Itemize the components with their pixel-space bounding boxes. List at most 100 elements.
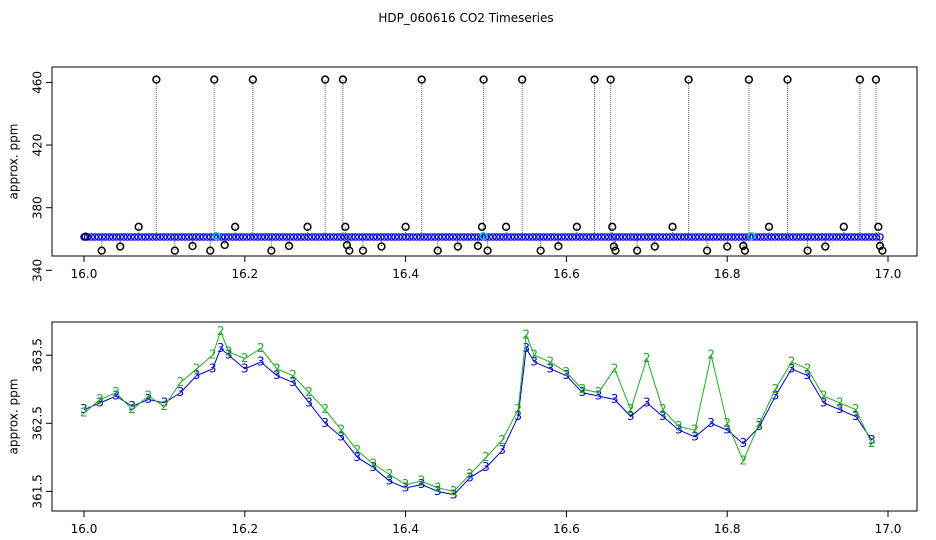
baseline-point xyxy=(753,233,761,241)
baseline-point xyxy=(347,233,356,241)
series-marker-3: 3 xyxy=(611,392,619,406)
series-marker-3: 3 xyxy=(546,361,554,375)
baseline-point xyxy=(297,233,305,241)
baseline-point xyxy=(221,233,229,241)
baseline-point xyxy=(420,233,428,241)
baseline-point xyxy=(604,233,613,241)
data-point xyxy=(231,222,240,231)
data-point xyxy=(554,242,563,251)
baseline-point xyxy=(384,233,392,241)
baseline-point xyxy=(123,233,132,241)
baseline-point xyxy=(427,233,436,241)
baseline-point xyxy=(355,233,363,241)
data-point xyxy=(97,246,106,255)
series-marker-3: 3 xyxy=(209,361,217,375)
series-marker-3: 3 xyxy=(739,436,747,450)
data-point xyxy=(609,242,618,251)
baseline-point xyxy=(170,233,179,241)
baseline-point xyxy=(253,233,262,241)
baseline-point xyxy=(575,233,584,241)
baseline-point xyxy=(369,233,378,241)
baseline-point xyxy=(167,233,175,241)
series-line-3 xyxy=(83,346,873,496)
baseline-point xyxy=(463,233,472,241)
series-marker-3: 3 xyxy=(707,416,715,430)
baseline-point xyxy=(865,233,873,241)
baseline-point xyxy=(543,233,551,241)
baseline-point xyxy=(98,233,106,241)
baseline-point xyxy=(622,233,631,241)
baseline-point xyxy=(583,233,591,241)
baseline-point xyxy=(286,233,295,241)
baseline-point xyxy=(590,233,598,241)
series-marker-3: 3 xyxy=(257,355,265,369)
data-point xyxy=(479,75,488,84)
series-line-2 xyxy=(83,329,873,492)
baseline-point xyxy=(655,233,664,241)
baseline-point xyxy=(688,233,696,241)
baseline-point xyxy=(659,233,667,241)
baseline-point xyxy=(521,233,530,241)
baseline-point xyxy=(195,233,204,241)
baseline-point xyxy=(586,233,595,241)
series-marker-2: 2 xyxy=(273,361,281,375)
data-point xyxy=(453,242,463,251)
series-marker-3: 3 xyxy=(370,460,378,474)
bottom-x-tick-label: 17.0 xyxy=(875,522,902,536)
baseline-point xyxy=(727,233,736,241)
series-marker-3: 3 xyxy=(217,341,225,355)
series-marker-3: 3 xyxy=(177,385,185,399)
series-marker-2: 2 xyxy=(836,395,844,409)
baseline-point xyxy=(608,233,617,241)
baseline-point xyxy=(264,233,273,241)
baseline-point xyxy=(597,233,606,241)
baseline-point xyxy=(550,233,559,241)
baseline-point xyxy=(163,233,172,241)
data-point xyxy=(739,241,748,251)
series-marker-2: 2 xyxy=(466,467,474,481)
baseline-point xyxy=(702,233,711,241)
bottom-y-tick-label: 362.5 xyxy=(31,406,45,440)
data-point xyxy=(188,241,197,251)
baseline-point xyxy=(669,233,678,241)
series-marker-2: 2 xyxy=(691,423,699,437)
baseline-point xyxy=(572,233,580,241)
baseline-point xyxy=(261,233,269,241)
baseline-point xyxy=(843,233,852,241)
data-point xyxy=(170,246,180,255)
bottom-x-tick-label: 16.0 xyxy=(71,522,98,536)
baseline-point xyxy=(243,233,251,241)
baseline-point xyxy=(235,233,244,241)
baseline-point xyxy=(836,233,844,241)
data-point xyxy=(590,75,599,84)
baseline-point xyxy=(485,233,494,241)
series-marker-3: 3 xyxy=(225,348,233,362)
baseline-point xyxy=(156,233,164,241)
data-point xyxy=(248,75,257,84)
series-marker-3: 3 xyxy=(241,361,249,375)
baseline-point xyxy=(868,233,877,241)
baseline-point xyxy=(716,233,725,241)
data-point xyxy=(212,232,221,241)
baseline-point xyxy=(619,233,627,241)
baseline-point xyxy=(441,233,450,241)
top-x-tick-label: 16.8 xyxy=(714,267,741,281)
series-marker-2: 2 xyxy=(530,348,538,362)
baseline-point xyxy=(413,233,421,241)
series-marker-3: 3 xyxy=(804,368,812,382)
baseline-point xyxy=(565,233,573,241)
series-marker-3: 3 xyxy=(627,409,635,423)
baseline-point xyxy=(87,233,96,241)
data-point xyxy=(501,222,511,231)
baseline-point xyxy=(152,233,161,241)
bottom-x-tick-label: 16.4 xyxy=(392,522,419,536)
data-point xyxy=(81,232,90,241)
baseline-point xyxy=(203,233,211,241)
baseline-point xyxy=(858,233,866,241)
data-point xyxy=(206,246,215,255)
baseline-point xyxy=(148,233,157,241)
baseline-point xyxy=(300,233,309,241)
baseline-point xyxy=(452,233,461,241)
data-point xyxy=(152,75,161,84)
